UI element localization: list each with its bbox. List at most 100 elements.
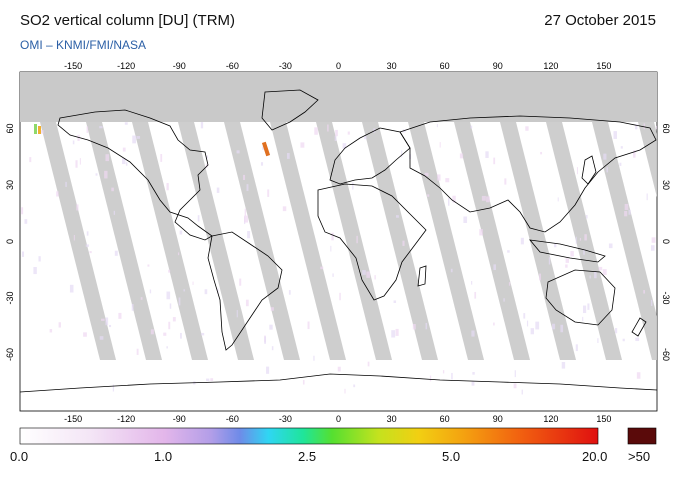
noise-streak xyxy=(206,378,210,382)
lon-tick-top-7: 60 xyxy=(440,61,450,71)
noise-streak xyxy=(608,243,613,249)
noise-streak xyxy=(521,389,523,395)
lon-tick-bottom-9: 120 xyxy=(543,414,558,424)
noise-streak xyxy=(288,290,291,295)
orbit-gap-6 xyxy=(316,122,392,360)
noise-streak xyxy=(72,140,75,145)
noise-streak xyxy=(424,172,429,177)
lon-tick-bottom-2: -90 xyxy=(173,414,186,424)
noise-streak xyxy=(49,329,53,333)
noise-streak xyxy=(552,323,556,330)
noise-streak xyxy=(136,136,141,139)
noise-streak xyxy=(86,231,89,236)
noise-streak xyxy=(335,129,338,137)
noise-streak xyxy=(327,124,329,132)
noise-streak xyxy=(21,207,24,215)
noise-streak xyxy=(589,275,591,279)
noise-streak xyxy=(77,134,80,141)
lon-tick-bottom-7: 60 xyxy=(440,414,450,424)
lon-tick-bottom-8: 90 xyxy=(493,414,503,424)
noise-streak xyxy=(508,282,511,286)
orbit-gap-2 xyxy=(132,122,208,360)
orbit-gap-3 xyxy=(178,122,254,360)
noise-streak xyxy=(244,208,247,217)
noise-streak xyxy=(481,195,486,201)
lon-tick-top-2: -90 xyxy=(173,61,186,71)
noise-streak xyxy=(651,237,656,243)
noise-streak xyxy=(342,143,347,149)
noise-streak xyxy=(530,328,534,335)
noise-streak xyxy=(33,267,37,275)
coast-asia xyxy=(399,115,657,233)
noise-streak xyxy=(266,366,270,374)
noise-streak xyxy=(330,245,332,252)
noise-streak xyxy=(583,249,585,255)
noise-streak xyxy=(243,174,246,181)
noise-streak xyxy=(334,136,337,141)
noise-streak xyxy=(493,264,496,271)
noise-streak xyxy=(427,194,430,197)
noise-streak xyxy=(39,130,44,134)
noise-streak xyxy=(436,124,438,128)
noise-streak xyxy=(352,182,354,190)
noise-streak xyxy=(99,126,103,129)
noise-streak xyxy=(236,150,240,154)
noise-streak xyxy=(513,383,517,389)
noise-streak xyxy=(624,210,628,217)
coast-australia xyxy=(545,269,616,326)
orbit-gap-8 xyxy=(408,122,484,360)
noise-streak xyxy=(76,204,79,211)
noise-streak xyxy=(140,297,143,300)
noise-streak xyxy=(619,162,622,166)
noise-streak xyxy=(554,243,557,248)
noise-streak xyxy=(493,322,495,326)
noise-streak xyxy=(535,321,540,330)
noise-streak xyxy=(99,336,104,340)
noise-streak xyxy=(650,299,653,306)
noise-streak xyxy=(507,250,510,253)
noise-streak xyxy=(122,158,126,165)
noise-streak xyxy=(236,310,238,318)
noise-streak xyxy=(149,289,152,294)
noise-streak xyxy=(269,324,273,330)
noise-streak xyxy=(24,219,28,224)
noise-streak xyxy=(180,332,182,339)
noise-streak xyxy=(395,328,399,336)
colorbar-overflow-swatch xyxy=(627,427,657,445)
noise-streak xyxy=(131,303,134,311)
map-date: 27 October 2015 xyxy=(544,12,656,29)
noise-streak xyxy=(282,206,287,212)
noise-streak xyxy=(166,183,169,191)
noise-streak xyxy=(79,158,81,165)
orbit-gap-13 xyxy=(638,122,657,198)
noise-streak xyxy=(396,215,399,218)
noise-streak xyxy=(105,317,109,326)
noise-streak xyxy=(262,146,265,150)
noise-streak xyxy=(264,336,267,344)
noise-streak xyxy=(83,332,87,337)
noise-streak xyxy=(504,178,507,185)
lat-ticks-right: 60 30 0 -30 -60 xyxy=(661,123,671,361)
noise-streak xyxy=(520,237,524,245)
lon-tick-bottom-6: 30 xyxy=(387,414,397,424)
noise-streak xyxy=(587,303,590,310)
noise-streak xyxy=(113,210,116,215)
noise-streak xyxy=(602,269,607,275)
noise-streak xyxy=(197,215,200,222)
map-panel xyxy=(19,71,658,412)
lon-tick-bottom-5: 0 xyxy=(336,414,341,424)
noise-streak xyxy=(548,257,551,265)
noise-streak xyxy=(160,154,163,162)
map-title: SO2 vertical column [DU] (TRM) xyxy=(20,12,236,29)
lat-tick-left-0: 60 xyxy=(5,123,15,133)
noise-streak xyxy=(429,375,432,382)
orbit-gap-11 xyxy=(546,122,622,360)
coast-indonesia xyxy=(529,239,606,263)
lon-tick-top-5: 0 xyxy=(336,61,341,71)
lon-tick-top-0: -150 xyxy=(64,61,82,71)
noise-streak xyxy=(331,232,334,241)
noise-streak xyxy=(166,291,171,300)
noise-streak xyxy=(485,151,489,158)
noise-streak xyxy=(286,153,290,159)
orbit-gap-12 xyxy=(592,122,657,360)
